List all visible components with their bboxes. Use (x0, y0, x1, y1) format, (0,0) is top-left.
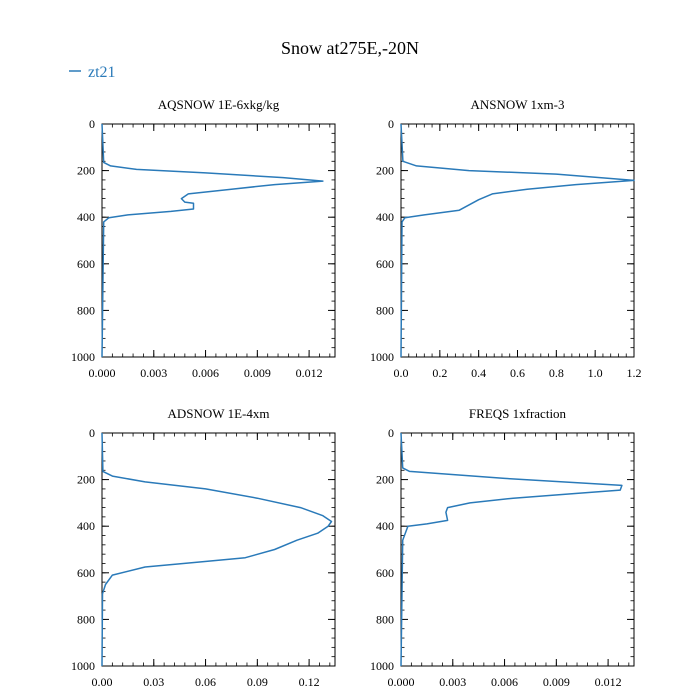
y-tick-label: 1000 (370, 659, 394, 673)
x-tick-label: 0.4 (471, 366, 486, 380)
y-tick-label: 600 (376, 566, 394, 580)
x-tick-label: 0.8 (549, 366, 564, 380)
y-tick-label: 400 (77, 210, 95, 224)
series-line-zt21 (101, 123, 324, 358)
legend-label: zt21 (88, 64, 116, 81)
x-tick-label: 0.000 (388, 675, 415, 689)
panel-title: FREQS 1xfraction (469, 406, 567, 421)
x-tick-label: 0.12 (299, 675, 320, 689)
x-tick-label: 0.09 (247, 675, 268, 689)
panels: AQSNOW 1E-6xkg/kg0.000 0.003 0.006 0.009 0.0… (71, 97, 642, 689)
x-tick-label: 0.006 (491, 675, 518, 689)
plot-frame (400, 432, 635, 667)
panel-1: AQSNOW 1E-6xkg/kg 0.000 0.003 0.006 0.009 0.0… (71, 97, 336, 380)
y-tick-label: 200 (77, 164, 95, 178)
y-tick-label: 0 (388, 426, 394, 440)
x-tick-label: 0.6 (510, 366, 525, 380)
x-tick-label: 1.2 (627, 366, 642, 380)
panel-4: FREQS 1xfraction 0.000 0.003 0.006 0.009 0.01… (370, 406, 635, 689)
y-tick-label: 800 (77, 612, 95, 626)
y-tick-label: 600 (77, 257, 95, 271)
series-line-zt21 (400, 432, 623, 667)
x-tick-label: 0.000 (89, 366, 116, 380)
y-tick-label: 800 (77, 303, 95, 317)
y-tick-label: 1000 (370, 350, 394, 364)
y-tick-label: 800 (376, 303, 394, 317)
series-line-zt21 (400, 123, 635, 358)
y-tick-label: 0 (388, 117, 394, 131)
y-tick-label: 1000 (71, 350, 95, 364)
panel-title: ANSNOW 1xm-3 (470, 97, 564, 112)
plot-frame (101, 123, 336, 358)
y-tick-label: 200 (376, 164, 394, 178)
legend: zt21 (69, 64, 116, 81)
plot-frame (101, 432, 336, 667)
x-tick-label: 0.03 (143, 675, 164, 689)
x-tick-label: 0.0 (394, 366, 409, 380)
y-tick-label: 400 (376, 519, 394, 533)
x-tick-label: 0.012 (296, 366, 323, 380)
x-tick-label: 0.003 (140, 366, 167, 380)
y-tick-label: 200 (376, 473, 394, 487)
x-tick-label: 0.009 (543, 675, 570, 689)
x-tick-label: 0.06 (195, 675, 216, 689)
x-tick-label: 0.2 (432, 366, 447, 380)
panel-3: ADSNOW 1E-4xm 0.00 0.03 0.06 0.09 0.12 0 200 400… (71, 406, 336, 689)
figure-title: Snow at275E,-20N (281, 38, 419, 58)
x-tick-label: 0.012 (595, 675, 622, 689)
x-tick-label: 1.0 (588, 366, 603, 380)
x-tick-label: 0.006 (192, 366, 219, 380)
x-tick-label: 0.00 (92, 675, 113, 689)
y-tick-label: 800 (376, 612, 394, 626)
y-tick-label: 200 (77, 473, 95, 487)
panel-2: ANSNOW 1xm-3 0.0 0.2 0.4 0.6 0.8 1.0 1.2 0 200 400… (370, 97, 642, 380)
y-tick-label: 1000 (71, 659, 95, 673)
y-tick-label: 0 (89, 117, 95, 131)
y-tick-label: 600 (376, 257, 394, 271)
y-tick-label: 400 (77, 519, 95, 533)
x-tick-label: 0.003 (439, 675, 466, 689)
x-tick-label: 0.009 (244, 366, 271, 380)
series-line-zt21 (101, 432, 333, 667)
panel-title: AQSNOW 1E-6xkg/kg (158, 97, 280, 112)
y-tick-label: 400 (376, 210, 394, 224)
y-tick-label: 600 (77, 566, 95, 580)
panel-title: ADSNOW 1E-4xm (168, 406, 270, 421)
plot-frame (400, 123, 635, 358)
y-tick-label: 0 (89, 426, 95, 440)
